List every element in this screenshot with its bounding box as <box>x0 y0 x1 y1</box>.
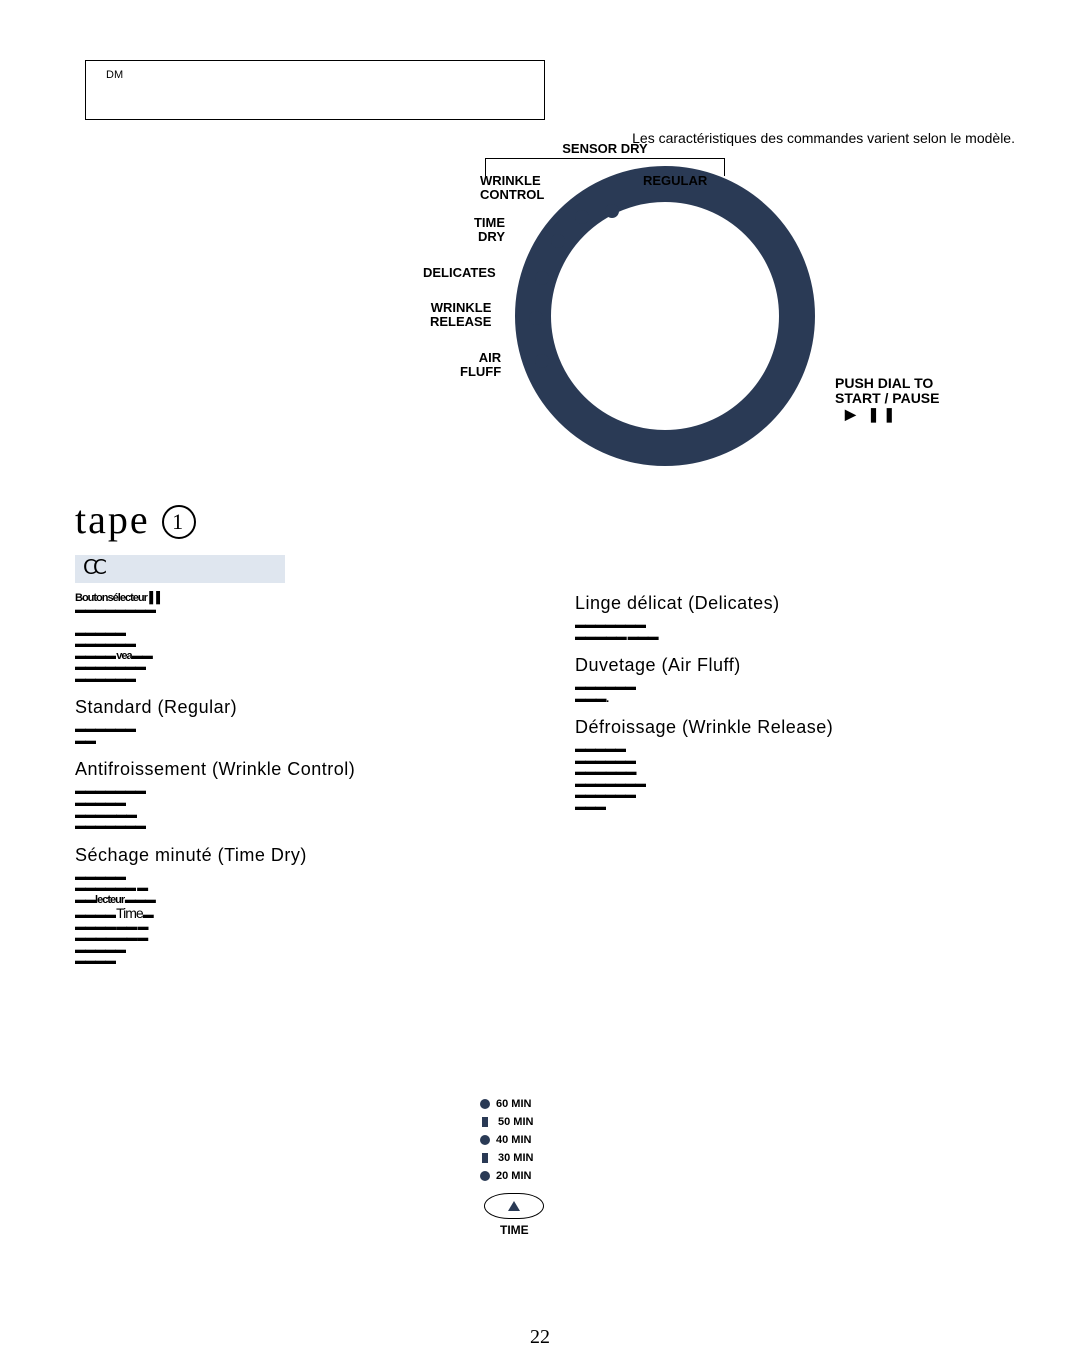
time-row: 50 MIN <box>480 1113 600 1131</box>
time-label-30: 30 MIN <box>498 1152 533 1164</box>
top-box-text: DM <box>106 69 123 81</box>
time-dry-heading: Séchage minuté (Time Dry) <box>75 845 535 866</box>
dial-ring <box>515 166 815 466</box>
dial-dot <box>605 204 619 218</box>
air-fluff-heading: Duvetage (Air Fluff) <box>575 655 1035 676</box>
time-label-60: 60 MIN <box>496 1098 531 1110</box>
time-label-50: 50 MIN <box>498 1116 533 1128</box>
intro-para-1: Bouton sélecteur ▌▌ ▬▬▬▬▬▬▬▬▬▬▬▬▬▬▬▬▬▬▬▬… <box>75 593 535 685</box>
label-time-dry: TIME DRY <box>455 216 505 243</box>
time-selector-label: TIME <box>500 1223 600 1237</box>
standard-body: ▬▬▬▬▬▬▬▬ <box>75 724 535 747</box>
time-tick-icon <box>482 1117 488 1127</box>
label-wrinkle-control: WRINKLE CONTROL <box>480 174 560 201</box>
triangle-up-icon <box>508 1201 520 1211</box>
left-column: Bouton sélecteur ▌▌ ▬▬▬▬▬▬▬▬▬▬▬▬▬▬▬▬▬▬▬▬… <box>75 593 535 978</box>
label-delicates: DELICATES <box>423 266 496 280</box>
dial-dot <box>535 271 549 285</box>
time-row: 60 MIN <box>480 1095 600 1113</box>
page-number: 22 <box>530 1326 550 1349</box>
push-line1: PUSH DIAL TO <box>835 375 933 391</box>
time-dot-icon <box>480 1171 490 1181</box>
time-row: 40 MIN <box>480 1131 600 1149</box>
label-wrinkle-release: WRINKLE RELEASE <box>430 301 491 328</box>
dial-dot <box>535 354 549 368</box>
time-dot-icon <box>480 1135 490 1145</box>
time-row: 30 MIN <box>480 1149 600 1167</box>
wrinkle-release-heading: Défroissage (Wrinkle Release) <box>575 717 1035 738</box>
label-regular: REGULAR <box>643 174 707 188</box>
time-label-40: 40 MIN <box>496 1134 531 1146</box>
label-sensor-dry: SENSOR DRY <box>545 142 665 156</box>
push-dial-label: PUSH DIAL TO START / PAUSE ▶ ❚❚ <box>835 376 940 422</box>
time-label-20: 20 MIN <box>496 1170 531 1182</box>
top-info-box: DM <box>85 60 545 120</box>
time-selector-figure: 60 MIN 50 MIN 40 MIN 30 MIN 20 MIN TIME <box>480 1095 600 1237</box>
delicates-body: ▬▬▬▬▬▬▬▬▬ ▬▬▬ ▬▬▬ <box>575 620 1035 643</box>
dial-dot <box>551 234 565 248</box>
section-bar: ⅭⅭ <box>75 555 285 583</box>
right-column: Linge délicat (Delicates) ▬▬▬▬▬▬▬▬▬ ▬▬▬ … <box>575 593 1035 978</box>
dial-dot <box>575 210 589 224</box>
air-fluff-body: ▬▬▬▬▬▬▬ ▬▬ . <box>575 682 1035 705</box>
standard-heading: Standard (Regular) <box>75 697 535 718</box>
time-dry-body: ▬▬▬▬▬▬▬▬▬▬▬ ▬▬▬ lecteur ▬▬▬▬▬▬▬ Time ▬▬▬… <box>75 872 535 968</box>
content-columns: Bouton sélecteur ▌▌ ▬▬▬▬▬▬▬▬▬▬▬▬▬▬▬▬▬▬▬▬… <box>75 593 1035 978</box>
top-note: Les caractéristiques des commandes varie… <box>45 130 1035 146</box>
play-pause-icon: ▶ ❚❚ <box>845 406 899 422</box>
cycle-dial-diagram: SENSOR DRY WRINKLE CONTROL REGULAR TIME … <box>295 156 995 476</box>
label-air-fluff: AIR FLUFF <box>460 351 501 378</box>
step-heading: tape 1 <box>75 496 1035 543</box>
push-line2: START / PAUSE <box>835 390 940 406</box>
wrinkle-control-body: ▬▬▬▬▬▬▬▬▬▬▬▬▬▬▬ ▬▬▬▬▬▬▬▬▬▬ <box>75 786 535 832</box>
time-selector-button <box>484 1193 544 1219</box>
time-row: 20 MIN <box>480 1167 600 1185</box>
time-dot-icon <box>480 1099 490 1109</box>
wrinkle-control-heading: Antifroissement (Wrinkle Control) <box>75 759 535 780</box>
delicates-heading: Linge délicat (Delicates) <box>575 593 1035 614</box>
time-tick-icon <box>482 1153 488 1163</box>
step-label: tape <box>75 497 150 542</box>
dial-dot <box>529 311 543 325</box>
intro1-text: Bouton sélecteur <box>75 592 147 604</box>
wrinkle-release-body: ▬▬▬▬▬▬▬▬▬▬▬▬▬ ▬▬▬▬▬▬▬▬▬▬▬▬▬▬▬▬▬▬▬▬ <box>575 744 1035 813</box>
step-number-circle: 1 <box>162 505 196 539</box>
